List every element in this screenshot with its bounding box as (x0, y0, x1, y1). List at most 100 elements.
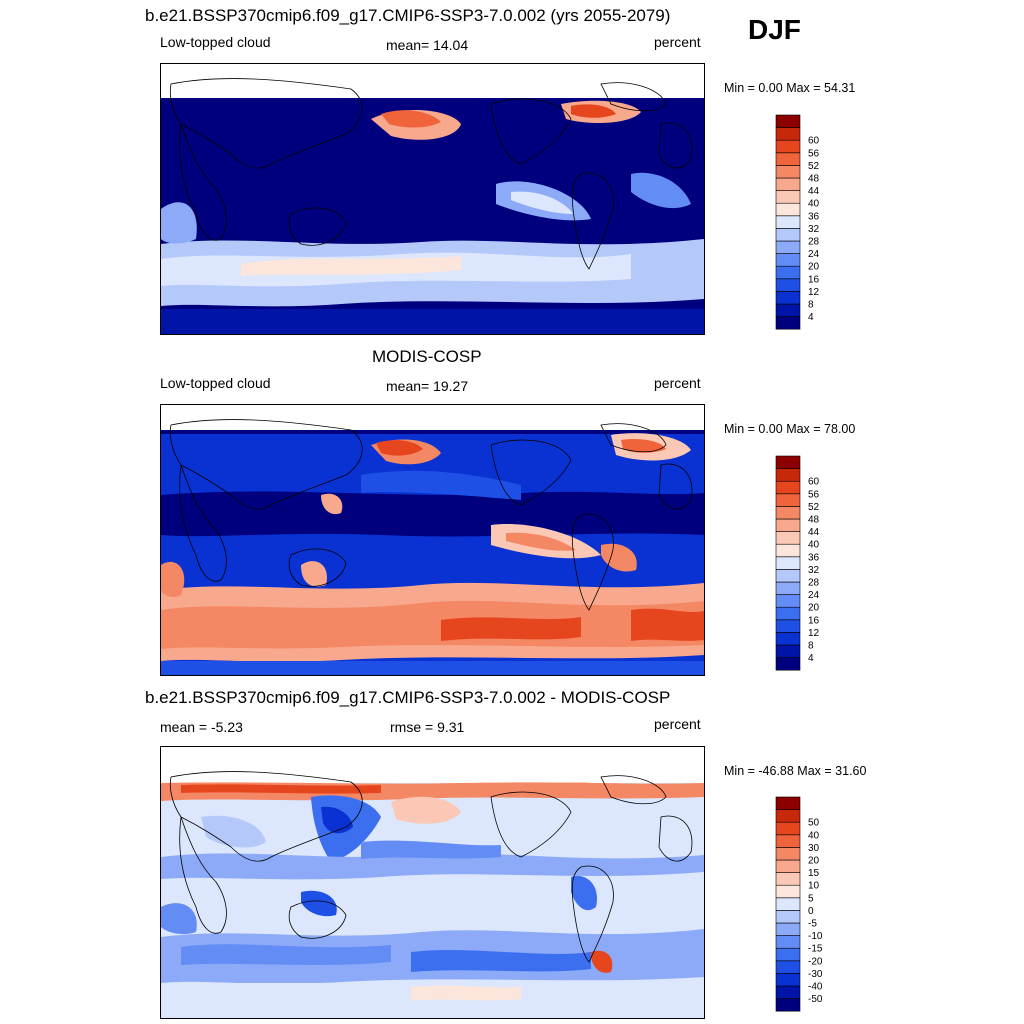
colorbar-tick-label: 40 (808, 540, 820, 551)
colorbar-tick-label: 20 (808, 856, 820, 867)
colorbar-swatch (775, 190, 801, 204)
colorbar-swatch (775, 910, 801, 924)
colorbar-swatch (775, 619, 801, 633)
colorbar-swatch (775, 973, 801, 987)
colorbar-swatch (775, 960, 801, 974)
colorbar-tick-label: 44 (808, 527, 820, 538)
colorbar-tick-label: 8 (808, 641, 814, 652)
colorbar-swatch (775, 303, 801, 317)
variable-label: Low-topped cloud (160, 34, 271, 50)
colorbar-swatch (775, 202, 801, 217)
colorbar-tick-label: 50 (808, 818, 820, 829)
colorbar-swatch (775, 518, 801, 532)
colorbar-tick-label: 40 (808, 199, 820, 210)
colorbar-tick-label: -10 (808, 931, 823, 942)
colorbar-swatch (775, 531, 801, 545)
colorbar-swatch (775, 947, 801, 962)
colorbar-tick-label: 60 (808, 136, 820, 147)
colorbar-swatch (775, 581, 801, 595)
colorbar-swatch (775, 278, 801, 292)
colorbar-tick-label: 12 (808, 287, 820, 298)
colorbar-swatch (775, 644, 801, 658)
colorbar-tick-label: 52 (808, 502, 820, 513)
colorbar-tick-label: -50 (808, 994, 823, 1005)
colorbar-swatch (775, 316, 801, 330)
colorbar-swatch (775, 897, 801, 911)
colorbar-swatch (775, 922, 801, 936)
colorbar-tick-label: -40 (808, 982, 823, 993)
colorbar-difference: -50 -40 -30 -20 -15 -10 -5 0 5 10 15 20 30 40 50 (775, 796, 836, 1012)
units-label: percent (654, 716, 701, 732)
contour-map-obs (160, 404, 705, 676)
colorbar-swatch (775, 240, 801, 254)
colorbar-tick-label: 15 (808, 868, 820, 879)
mean-label: mean = -5.23 (160, 719, 243, 735)
colorbar-tick-label: 30 (808, 843, 820, 854)
colorbar-tick-label: 40 (808, 830, 820, 841)
colorbar-tick-label: 28 (808, 578, 820, 589)
colorbar-swatch (775, 215, 801, 229)
mean-label: mean= 14.04 (386, 37, 469, 53)
colorbar-tick-label: -20 (808, 956, 823, 967)
colorbar-swatch (775, 569, 801, 583)
colorbar-obs: 4 8 12 16 20 24 28 32 36 40 44 48 52 56 60 (775, 455, 836, 671)
colorbar-tick-label: 36 (808, 211, 820, 222)
colorbar-swatch (775, 796, 801, 810)
min-max-label: Min = 0.00 Max = 78.00 (724, 422, 856, 436)
colorbar-swatch (775, 859, 801, 873)
rmse-label: rmse = 9.31 (390, 719, 465, 735)
colorbar-tick-label: 5 (808, 893, 814, 904)
colorbar-swatch (775, 594, 801, 608)
colorbar-tick-label: 32 (808, 224, 820, 235)
colorbar-swatch (775, 821, 801, 836)
colorbar-tick-label: 16 (808, 274, 820, 285)
panel-title: MODIS-COSP (372, 347, 482, 366)
colorbar-tick-label: 48 (808, 515, 820, 526)
min-max-label: Min = 0.00 Max = 54.31 (724, 81, 856, 95)
colorbar-swatch (775, 985, 801, 999)
colorbar-swatch (775, 657, 801, 671)
colorbar-swatch (775, 998, 801, 1012)
colorbar-swatch (775, 847, 801, 861)
colorbar-swatch (775, 884, 801, 899)
colorbar-tick-label: 28 (808, 237, 820, 248)
colorbar-swatch (775, 543, 801, 558)
min-max-label: Min = -46.88 Max = 31.60 (724, 764, 867, 778)
colorbar-swatch (775, 493, 801, 507)
colorbar-tick-label: 24 (808, 249, 820, 260)
colorbar-swatch (775, 253, 801, 267)
colorbar-tick-label: 48 (808, 174, 820, 185)
panel-title: b.e21.BSSP370cmip6.f09_g17.CMIP6-SSP3-7.… (145, 6, 671, 25)
contour-map-difference (160, 746, 705, 1019)
colorbar-swatch (775, 291, 801, 305)
colorbar-swatch (775, 872, 801, 886)
colorbar-tick-label: 24 (808, 590, 820, 601)
variable-label: Low-topped cloud (160, 375, 271, 391)
colorbar-swatch (775, 506, 801, 520)
colorbar-swatch (775, 177, 801, 191)
colorbar-tick-label: 56 (808, 489, 820, 500)
colorbar-tick-label: -5 (808, 919, 817, 930)
colorbar-swatch (775, 139, 801, 154)
colorbar-swatch (775, 228, 801, 242)
colorbar-tick-label: 60 (808, 477, 820, 488)
colorbar-tick-label: 4 (808, 653, 814, 664)
colorbar-swatch (775, 632, 801, 646)
panel-title: b.e21.BSSP370cmip6.f09_g17.CMIP6-SSP3-7.… (145, 688, 671, 707)
colorbar-swatch (775, 834, 801, 848)
colorbar-tick-label: 10 (808, 881, 820, 892)
colorbar-swatch (775, 480, 801, 495)
colorbar-tick-label: 56 (808, 148, 820, 159)
colorbar-swatch (775, 606, 801, 621)
colorbar-swatch (775, 556, 801, 570)
colorbar-tick-label: 20 (808, 603, 820, 614)
mean-label: mean= 19.27 (386, 378, 469, 394)
colorbar-swatch (775, 935, 801, 949)
colorbar-swatch (775, 152, 801, 166)
units-label: percent (654, 34, 701, 50)
colorbar-swatch (775, 127, 801, 141)
colorbar-swatch (775, 468, 801, 482)
colorbar-tick-label: 0 (808, 906, 814, 917)
colorbar-swatch (775, 114, 801, 128)
colorbar-swatch (775, 455, 801, 469)
